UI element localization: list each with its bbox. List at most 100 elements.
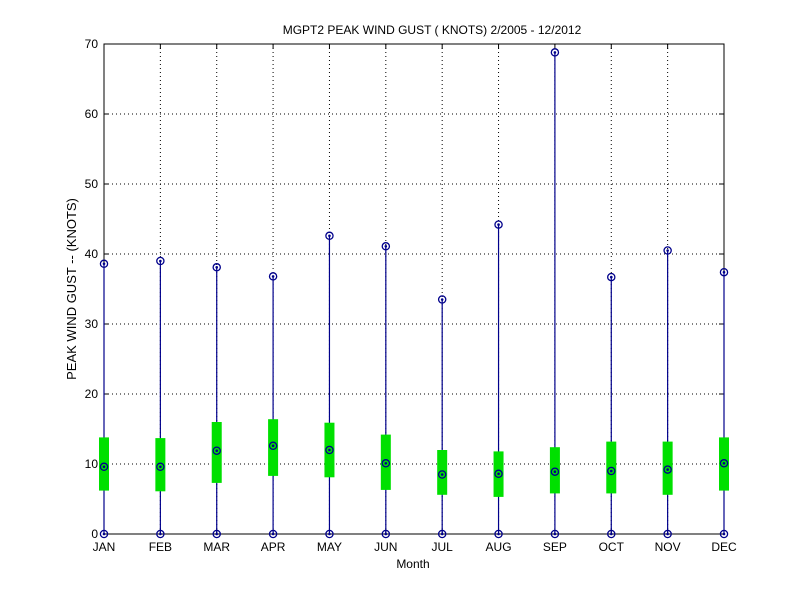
y-tick-label: 10: [85, 457, 99, 471]
min-marker-dot: [328, 532, 331, 536]
x-tick-label: DEC: [711, 540, 737, 554]
max-marker: [494, 220, 503, 229]
median-marker: [437, 470, 447, 479]
max-marker: [719, 267, 729, 277]
max-marker-dot: [215, 266, 219, 269]
max-marker: [268, 272, 278, 281]
min-marker: [212, 529, 221, 539]
min-marker-dot: [271, 532, 275, 536]
median-marker: [719, 459, 729, 468]
max-marker-dot: [159, 259, 162, 263]
min-marker-dot: [215, 532, 219, 536]
x-tick-label: APR: [261, 540, 286, 554]
iqr-box: [437, 450, 448, 495]
min-marker: [607, 529, 616, 539]
iqr-box: [268, 419, 279, 476]
min-marker: [268, 529, 278, 539]
median-marker-dot: [553, 470, 557, 474]
median-marker: [607, 466, 616, 476]
median-marker: [381, 459, 391, 468]
max-marker-dot: [497, 223, 500, 226]
min-marker: [719, 529, 729, 539]
x-axis-label: Month: [396, 557, 429, 571]
min-marker-dot: [666, 532, 669, 536]
median-marker: [550, 467, 560, 476]
y-tick-label: 20: [85, 387, 99, 401]
iqr-box: [662, 441, 673, 495]
iqr-box: [549, 447, 560, 494]
labels: MGPT2 PEAK WIND GUST ( KNOTS) 2/2005 - 1…: [64, 23, 737, 571]
min-marker: [381, 529, 391, 539]
max-marker-dot: [553, 51, 557, 54]
max-marker-dot: [722, 270, 726, 274]
max-marker-dot: [440, 298, 444, 301]
median-marker-dot: [722, 462, 726, 465]
min-marker: [550, 529, 560, 539]
median-marker-dot: [440, 473, 444, 476]
median-marker: [99, 462, 109, 472]
min-marker: [156, 529, 165, 539]
x-tick-label: SEP: [543, 540, 567, 554]
median-marker: [325, 445, 334, 455]
min-marker-dot: [553, 532, 557, 536]
x-tick-label: AUG: [486, 540, 512, 554]
x-tick-label: JAN: [93, 540, 116, 554]
median-marker-dot: [666, 468, 669, 471]
y-tick-label: 30: [85, 317, 99, 331]
max-marker: [437, 295, 447, 304]
max-marker-dot: [102, 262, 106, 266]
max-marker: [550, 48, 560, 57]
min-marker: [99, 529, 109, 539]
y-axis-label: PEAK WIND GUST -- (KNOTS): [64, 198, 79, 380]
iqr-box: [211, 422, 222, 483]
max-marker: [381, 242, 391, 251]
median-marker: [663, 465, 672, 474]
iqr-box: [99, 437, 109, 491]
iqr-box: [155, 438, 166, 492]
min-marker-dot: [384, 532, 388, 536]
median-marker-dot: [102, 465, 106, 469]
y-tick-label: 50: [85, 177, 99, 191]
x-tick-label: OCT: [599, 540, 625, 554]
max-marker-dot: [384, 245, 388, 248]
y-tick-label: 0: [91, 527, 98, 541]
x-tick-label: NOV: [655, 540, 681, 554]
max-marker: [99, 259, 109, 269]
plot-area: [99, 48, 729, 539]
median-marker: [268, 441, 278, 451]
min-marker-dot: [609, 532, 613, 536]
x-tick-label: JUL: [432, 540, 454, 554]
min-marker-dot: [159, 532, 162, 536]
max-marker: [663, 246, 672, 255]
median-marker-dot: [497, 472, 500, 476]
median-marker-dot: [328, 448, 331, 452]
max-marker-dot: [666, 249, 669, 252]
median-marker-dot: [271, 444, 275, 448]
min-marker-dot: [497, 532, 500, 536]
min-marker: [437, 529, 447, 539]
max-marker: [607, 272, 616, 282]
x-tick-label: MAR: [203, 540, 230, 554]
min-marker: [325, 529, 334, 539]
min-marker-dot: [102, 532, 106, 536]
median-marker-dot: [609, 469, 613, 473]
max-marker-dot: [328, 234, 331, 238]
y-tick-label: 60: [85, 107, 99, 121]
median-marker-dot: [215, 449, 219, 453]
max-marker: [212, 263, 221, 272]
median-marker-dot: [384, 462, 388, 465]
min-marker: [663, 529, 672, 539]
max-marker-dot: [271, 275, 275, 278]
median-marker: [156, 462, 165, 472]
y-tick-label: 70: [85, 37, 99, 51]
median-marker: [494, 469, 503, 479]
median-marker: [212, 446, 221, 455]
x-tick-label: FEB: [149, 540, 172, 554]
max-marker-dot: [609, 275, 613, 279]
max-marker: [325, 231, 334, 241]
min-marker-dot: [440, 532, 444, 536]
x-tick-label: MAY: [317, 540, 342, 554]
